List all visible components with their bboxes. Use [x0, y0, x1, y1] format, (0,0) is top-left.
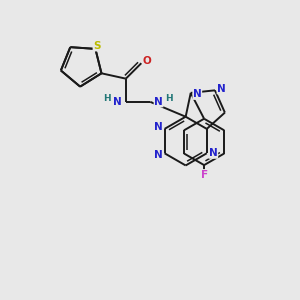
Text: S: S: [93, 41, 100, 51]
Text: N: N: [113, 97, 122, 107]
Text: N: N: [154, 97, 163, 107]
Text: N: N: [217, 84, 226, 94]
Text: N: N: [209, 148, 218, 158]
Text: N: N: [154, 150, 162, 160]
Text: H: H: [165, 94, 172, 103]
Text: N: N: [154, 122, 162, 132]
Text: F: F: [200, 169, 208, 180]
Text: H: H: [103, 94, 111, 103]
Text: N: N: [193, 89, 202, 99]
Text: O: O: [143, 56, 152, 66]
